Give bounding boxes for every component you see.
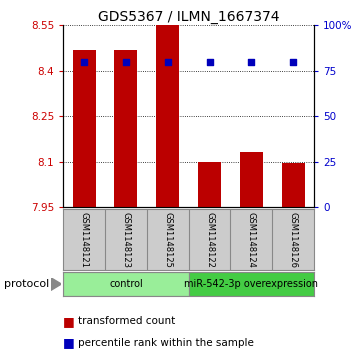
Text: ■: ■ bbox=[63, 337, 75, 350]
Text: GSM1148121: GSM1148121 bbox=[79, 212, 88, 268]
Point bbox=[248, 59, 254, 65]
Bar bbox=[240, 152, 263, 207]
Title: GDS5367 / ILMN_1667374: GDS5367 / ILMN_1667374 bbox=[98, 11, 279, 24]
Polygon shape bbox=[51, 277, 61, 290]
Text: GSM1148126: GSM1148126 bbox=[289, 212, 298, 268]
Point bbox=[165, 59, 171, 65]
Point bbox=[123, 59, 129, 65]
Text: protocol: protocol bbox=[4, 279, 49, 289]
Point bbox=[206, 59, 212, 65]
Point bbox=[81, 59, 87, 65]
Point bbox=[290, 59, 296, 65]
Text: GSM1148125: GSM1148125 bbox=[163, 212, 172, 268]
Text: GSM1148122: GSM1148122 bbox=[205, 212, 214, 268]
Text: ■: ■ bbox=[63, 315, 75, 328]
Bar bbox=[282, 163, 305, 207]
Text: GSM1148124: GSM1148124 bbox=[247, 212, 256, 268]
Text: percentile rank within the sample: percentile rank within the sample bbox=[78, 338, 253, 348]
Bar bbox=[63, 272, 188, 296]
Text: miR-542-3p overexpression: miR-542-3p overexpression bbox=[184, 279, 318, 289]
Bar bbox=[73, 50, 96, 207]
Text: transformed count: transformed count bbox=[78, 316, 175, 326]
Text: control: control bbox=[109, 279, 143, 289]
Bar bbox=[198, 162, 221, 207]
Text: GSM1148123: GSM1148123 bbox=[121, 212, 130, 268]
Bar bbox=[114, 50, 138, 207]
Bar bbox=[156, 25, 179, 207]
Bar bbox=[188, 272, 314, 296]
